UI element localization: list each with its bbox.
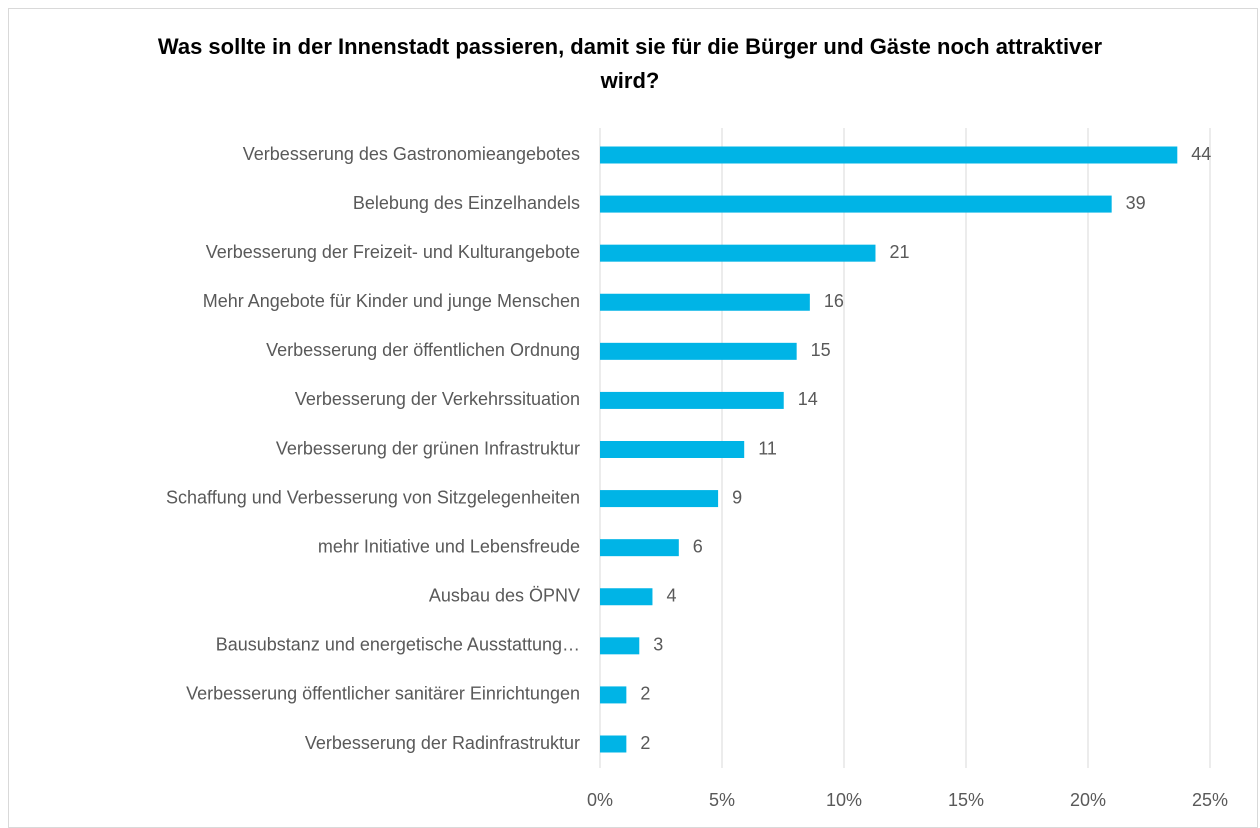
bar	[600, 244, 876, 262]
data-label: 39	[1126, 193, 1146, 213]
bar	[600, 195, 1112, 213]
y-tick-label: Verbesserung öffentlicher sanitärer Einr…	[186, 684, 580, 704]
data-label: 11	[758, 438, 777, 458]
x-tick-label: 5%	[709, 790, 735, 810]
bar	[600, 146, 1178, 164]
x-tick-label: 10%	[826, 790, 862, 810]
data-label: 9	[732, 487, 742, 507]
y-tick-label: Bausubstanz und energetische Ausstattung…	[216, 635, 580, 655]
data-label: 2	[640, 733, 650, 753]
bar	[600, 539, 679, 557]
x-tick-label: 0%	[587, 790, 613, 810]
bar	[600, 637, 640, 655]
data-label: 21	[889, 242, 909, 262]
data-label: 2	[640, 684, 650, 704]
data-label: 44	[1191, 144, 1211, 164]
data-label: 4	[666, 586, 676, 606]
x-tick-label: 20%	[1070, 790, 1106, 810]
y-tick-label: Verbesserung der Radinfrastruktur	[305, 733, 580, 753]
data-label: 16	[824, 291, 844, 311]
bar	[600, 490, 719, 508]
x-tick-label: 15%	[948, 790, 984, 810]
data-label: 14	[798, 389, 818, 409]
y-tick-label: Ausbau des ÖPNV	[429, 586, 580, 606]
y-tick-label: Belebung des Einzelhandels	[353, 193, 580, 213]
y-tick-label: Verbesserung der Verkehrssituation	[295, 389, 580, 409]
bar	[600, 686, 627, 704]
data-label: 3	[653, 635, 663, 655]
bar	[600, 588, 653, 606]
y-tick-label: Verbesserung des Gastronomieangebotes	[243, 144, 580, 164]
data-label: 6	[693, 536, 703, 556]
y-tick-label: Schaffung und Verbesserung von Sitzgeleg…	[166, 487, 580, 507]
bar	[600, 293, 810, 311]
data-label: 15	[811, 340, 831, 360]
y-tick-label: mehr Initiative und Lebensfreude	[318, 536, 580, 556]
y-tick-label: Mehr Angebote für Kinder und junge Mensc…	[203, 291, 580, 311]
y-tick-label: Verbesserung der grünen Infrastruktur	[276, 438, 580, 458]
x-tick-label: 25%	[1192, 790, 1228, 810]
bar	[600, 441, 745, 458]
y-tick-label: Verbesserung der öffentlichen Ordnung	[266, 340, 580, 360]
bar	[600, 735, 627, 753]
y-tick-label: Verbesserung der Freizeit- und Kulturang…	[206, 242, 580, 262]
bar	[600, 391, 784, 409]
chart-title: Was sollte in der Innenstadt passieren, …	[157, 34, 1103, 93]
bar	[600, 342, 797, 360]
